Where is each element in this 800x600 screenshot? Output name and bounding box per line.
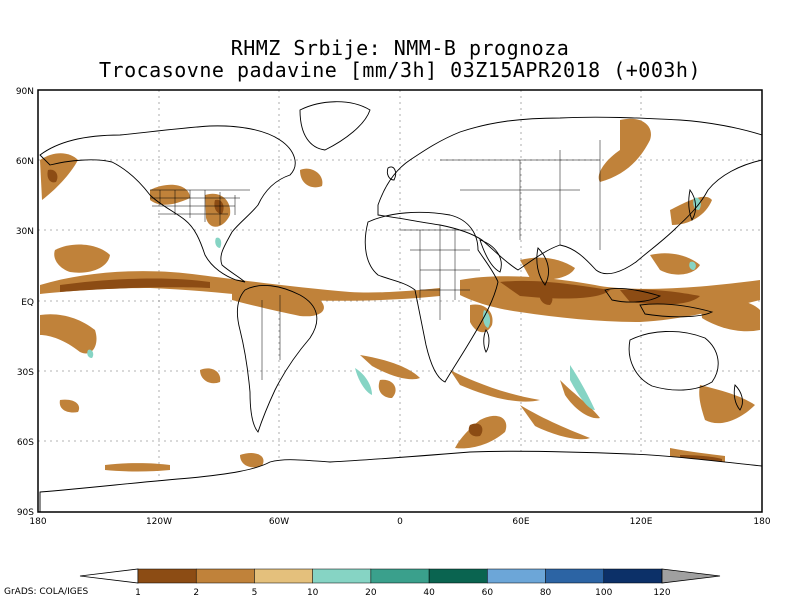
colorbar-labels: 1 2 5 10 20 40 60 80 100 120 xyxy=(135,588,671,598)
lon-label-180e: 180 xyxy=(753,517,770,527)
colorbar-box xyxy=(428,568,488,584)
colorbar-box xyxy=(545,568,605,584)
colorbar-boxes xyxy=(137,568,663,584)
colorbar-tick-label: 10 xyxy=(307,588,319,598)
colorbar-tick-label: 5 xyxy=(252,588,258,598)
colorbar-box xyxy=(195,568,255,584)
lat-label-eq: EQ xyxy=(21,298,34,308)
colorbar-under-triangle xyxy=(79,568,139,584)
colorbar-box xyxy=(487,568,546,584)
lat-label-60s: 60S xyxy=(17,438,34,448)
country-borders xyxy=(150,140,601,380)
coastlines xyxy=(39,101,762,512)
lon-label-60w: 60W xyxy=(269,517,289,527)
grads-credit: GrADS: COLA/IGES xyxy=(4,587,89,597)
map-title-line1: RHMZ Srbije: NMM-B prognoza xyxy=(230,36,570,60)
lat-label-30n: 30N xyxy=(16,227,34,237)
lat-label-60n: 60N xyxy=(16,157,34,167)
lat-label-90n: 90N xyxy=(16,87,34,97)
colorbar-tick-label: 100 xyxy=(595,588,612,598)
colorbar-tick-label: 60 xyxy=(482,588,494,598)
colorbar-tick-label: 20 xyxy=(365,588,377,598)
colorbar-box xyxy=(370,568,430,584)
colorbar-tick-label: 80 xyxy=(540,588,552,598)
colorbar-box xyxy=(137,568,197,584)
map-title-line2: Trocasovne padavine [mm/3h] 03Z15APR2018… xyxy=(99,58,701,82)
colorbar-tick-label: 40 xyxy=(423,588,435,598)
colorbar: 1 2 5 10 20 40 60 80 100 120 xyxy=(79,568,721,598)
colorbar-over-triangle xyxy=(661,568,721,584)
lon-label-60e: 60E xyxy=(512,517,529,527)
lon-label-180w: 180 xyxy=(29,517,46,527)
precipitation-field xyxy=(40,118,760,472)
lat-label-30s: 30S xyxy=(17,368,34,378)
lon-label-120w: 120W xyxy=(146,517,172,527)
lat-label-90s: 90S xyxy=(17,508,34,518)
colorbar-box xyxy=(312,568,372,584)
colorbar-tick-label: 2 xyxy=(193,588,199,598)
lon-label-120e: 120E xyxy=(630,517,653,527)
colorbar-box xyxy=(603,568,663,584)
map-border xyxy=(37,89,763,513)
colorbar-tick-label: 120 xyxy=(653,588,670,598)
lon-label-0: 0 xyxy=(397,517,403,527)
colorbar-tick-label: 1 xyxy=(135,588,141,598)
colorbar-box xyxy=(254,568,313,584)
